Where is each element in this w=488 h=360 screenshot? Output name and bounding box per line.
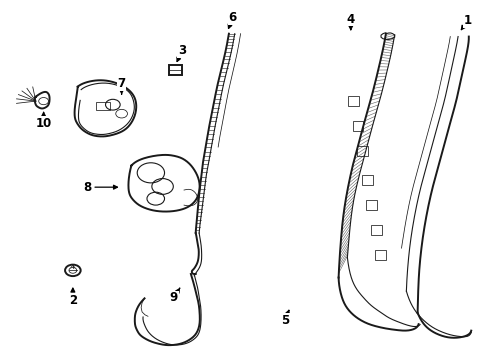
Text: 5: 5 — [280, 310, 289, 327]
Text: 1: 1 — [460, 14, 471, 30]
Text: 6: 6 — [228, 12, 237, 28]
Text: 7: 7 — [117, 77, 125, 94]
Text: 2: 2 — [69, 288, 77, 307]
Text: 3: 3 — [177, 44, 186, 62]
Text: 4: 4 — [346, 13, 354, 30]
Text: 8: 8 — [83, 181, 117, 194]
Text: 9: 9 — [169, 288, 180, 304]
Text: 10: 10 — [36, 113, 52, 130]
